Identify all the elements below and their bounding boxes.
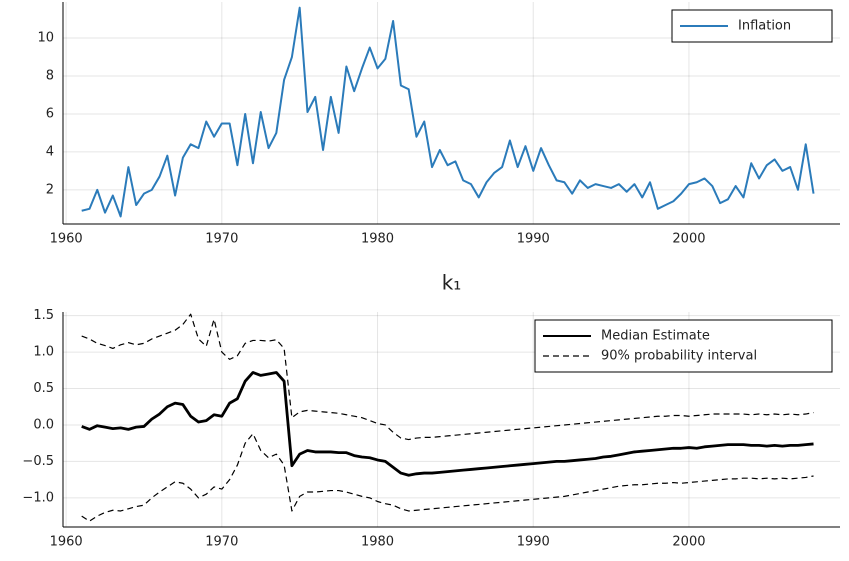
x-tick-label: 1970 [205,232,238,247]
series-line [81,371,814,477]
legend-label: Inflation [738,19,791,34]
x-tick-label: 1970 [205,535,238,550]
x-tick-label: 1980 [361,232,394,247]
x-tick-label: 2000 [672,232,705,247]
x-tick-label: 2000 [672,535,705,550]
y-tick-label: 0.0 [33,417,54,432]
y-tick-label: 4 [46,144,54,159]
y-tick-label: 2 [46,182,54,197]
x-tick-label: 1980 [361,535,394,550]
chart-title: k₁ [442,271,462,295]
series-line [81,6,815,218]
y-tick-label: 6 [46,106,54,121]
legend: Inflation [671,9,833,43]
y-tick-label: 1.5 [33,308,54,323]
x-tick-label: 1960 [50,232,83,247]
x-tick-label: 1990 [517,232,550,247]
y-tick-label: −0.5 [22,454,54,469]
legend-label: 90% probability interval [601,349,757,364]
legend-label: Median Estimate [601,329,710,344]
series-line [81,313,814,441]
y-tick-label: 10 [37,31,54,46]
x-tick-label: 1990 [517,535,550,550]
legend: Median Estimate 90% probability interval [534,319,833,373]
y-tick-label: −1.0 [22,490,54,505]
series-line [81,433,814,522]
y-tick-label: 0.5 [33,381,54,396]
legend-box [534,319,833,373]
y-tick-label: 8 [46,69,54,84]
x-tick-label: 1960 [50,535,83,550]
y-tick-label: 1.0 [33,345,54,360]
